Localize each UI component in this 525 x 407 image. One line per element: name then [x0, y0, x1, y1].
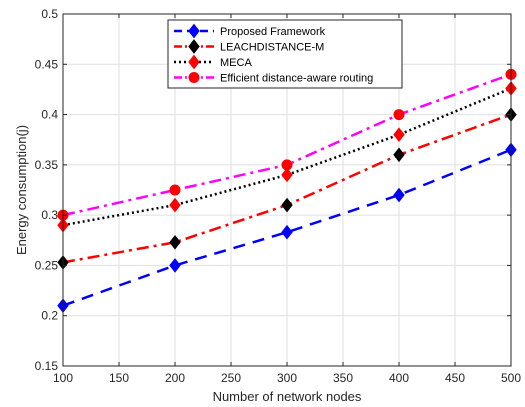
x-tick-label: 450: [445, 371, 465, 385]
legend: Proposed Framework LEACHDISTANCE-M MECA Eff…: [167, 19, 403, 89]
series-line: [62, 87, 512, 227]
legend-marker: [188, 39, 200, 54]
legend-marker: [188, 54, 200, 70]
legend-label: Efficient distance-aware routing: [220, 73, 373, 85]
y-axis-title: Energy consumption(j): [14, 125, 29, 255]
data-point: [393, 127, 405, 142]
x-tick-label: 250: [221, 371, 241, 385]
series-4: [57, 68, 517, 221]
legend-entry: Proposed Framework: [174, 23, 326, 39]
legend-label: LEACHDISTANCE-M: [220, 42, 324, 54]
data-point: [393, 147, 405, 163]
x-tick-label: 300: [277, 371, 297, 385]
y-tick-label: 0.2: [41, 309, 58, 323]
tick-labels: 100 150 200 250 300 350 400 450 500 0.15 0.2 0.25 0.…: [35, 7, 522, 385]
data-point: [281, 159, 293, 171]
legend-entry: LEACHDISTANCE-M: [174, 39, 324, 54]
legend-marker: [188, 23, 200, 39]
axes: [62, 13, 512, 367]
legend-entry: Efficient distance-aware routing: [174, 72, 373, 85]
data-point: [169, 197, 181, 213]
data-point: [393, 109, 405, 121]
data-point: [169, 184, 181, 196]
x-tick-label: 500: [501, 371, 521, 385]
x-tick-label: 400: [389, 371, 409, 385]
legend-entry: MECA: [174, 54, 252, 70]
x-tick-label: 150: [109, 371, 129, 385]
legend-label: Proposed Framework: [220, 26, 326, 38]
y-tick-label: 0.25: [35, 258, 59, 272]
legend-marker: [188, 72, 200, 83]
y-tick-label: 0.35: [35, 158, 59, 172]
y-tick-label: 0.15: [35, 359, 59, 373]
legend-label: MECA: [220, 57, 252, 69]
x-tick-label: 100: [53, 371, 73, 385]
x-tick-label: 200: [165, 371, 185, 385]
y-tick-label: 0.45: [35, 57, 59, 71]
y-tick-label: 0.5: [41, 7, 58, 21]
x-axis-title: Number of network nodes: [213, 389, 362, 404]
x-tick-label: 350: [333, 371, 353, 385]
y-tick-label: 0.3: [41, 208, 58, 222]
data-point: [393, 187, 405, 203]
axes-frame: [62, 13, 512, 367]
data-point: [281, 167, 293, 183]
y-tick-label: 0.4: [41, 108, 58, 122]
data-point: [169, 258, 181, 273]
data-point: [169, 234, 181, 250]
data-point: [281, 197, 293, 213]
data-point: [281, 224, 293, 240]
